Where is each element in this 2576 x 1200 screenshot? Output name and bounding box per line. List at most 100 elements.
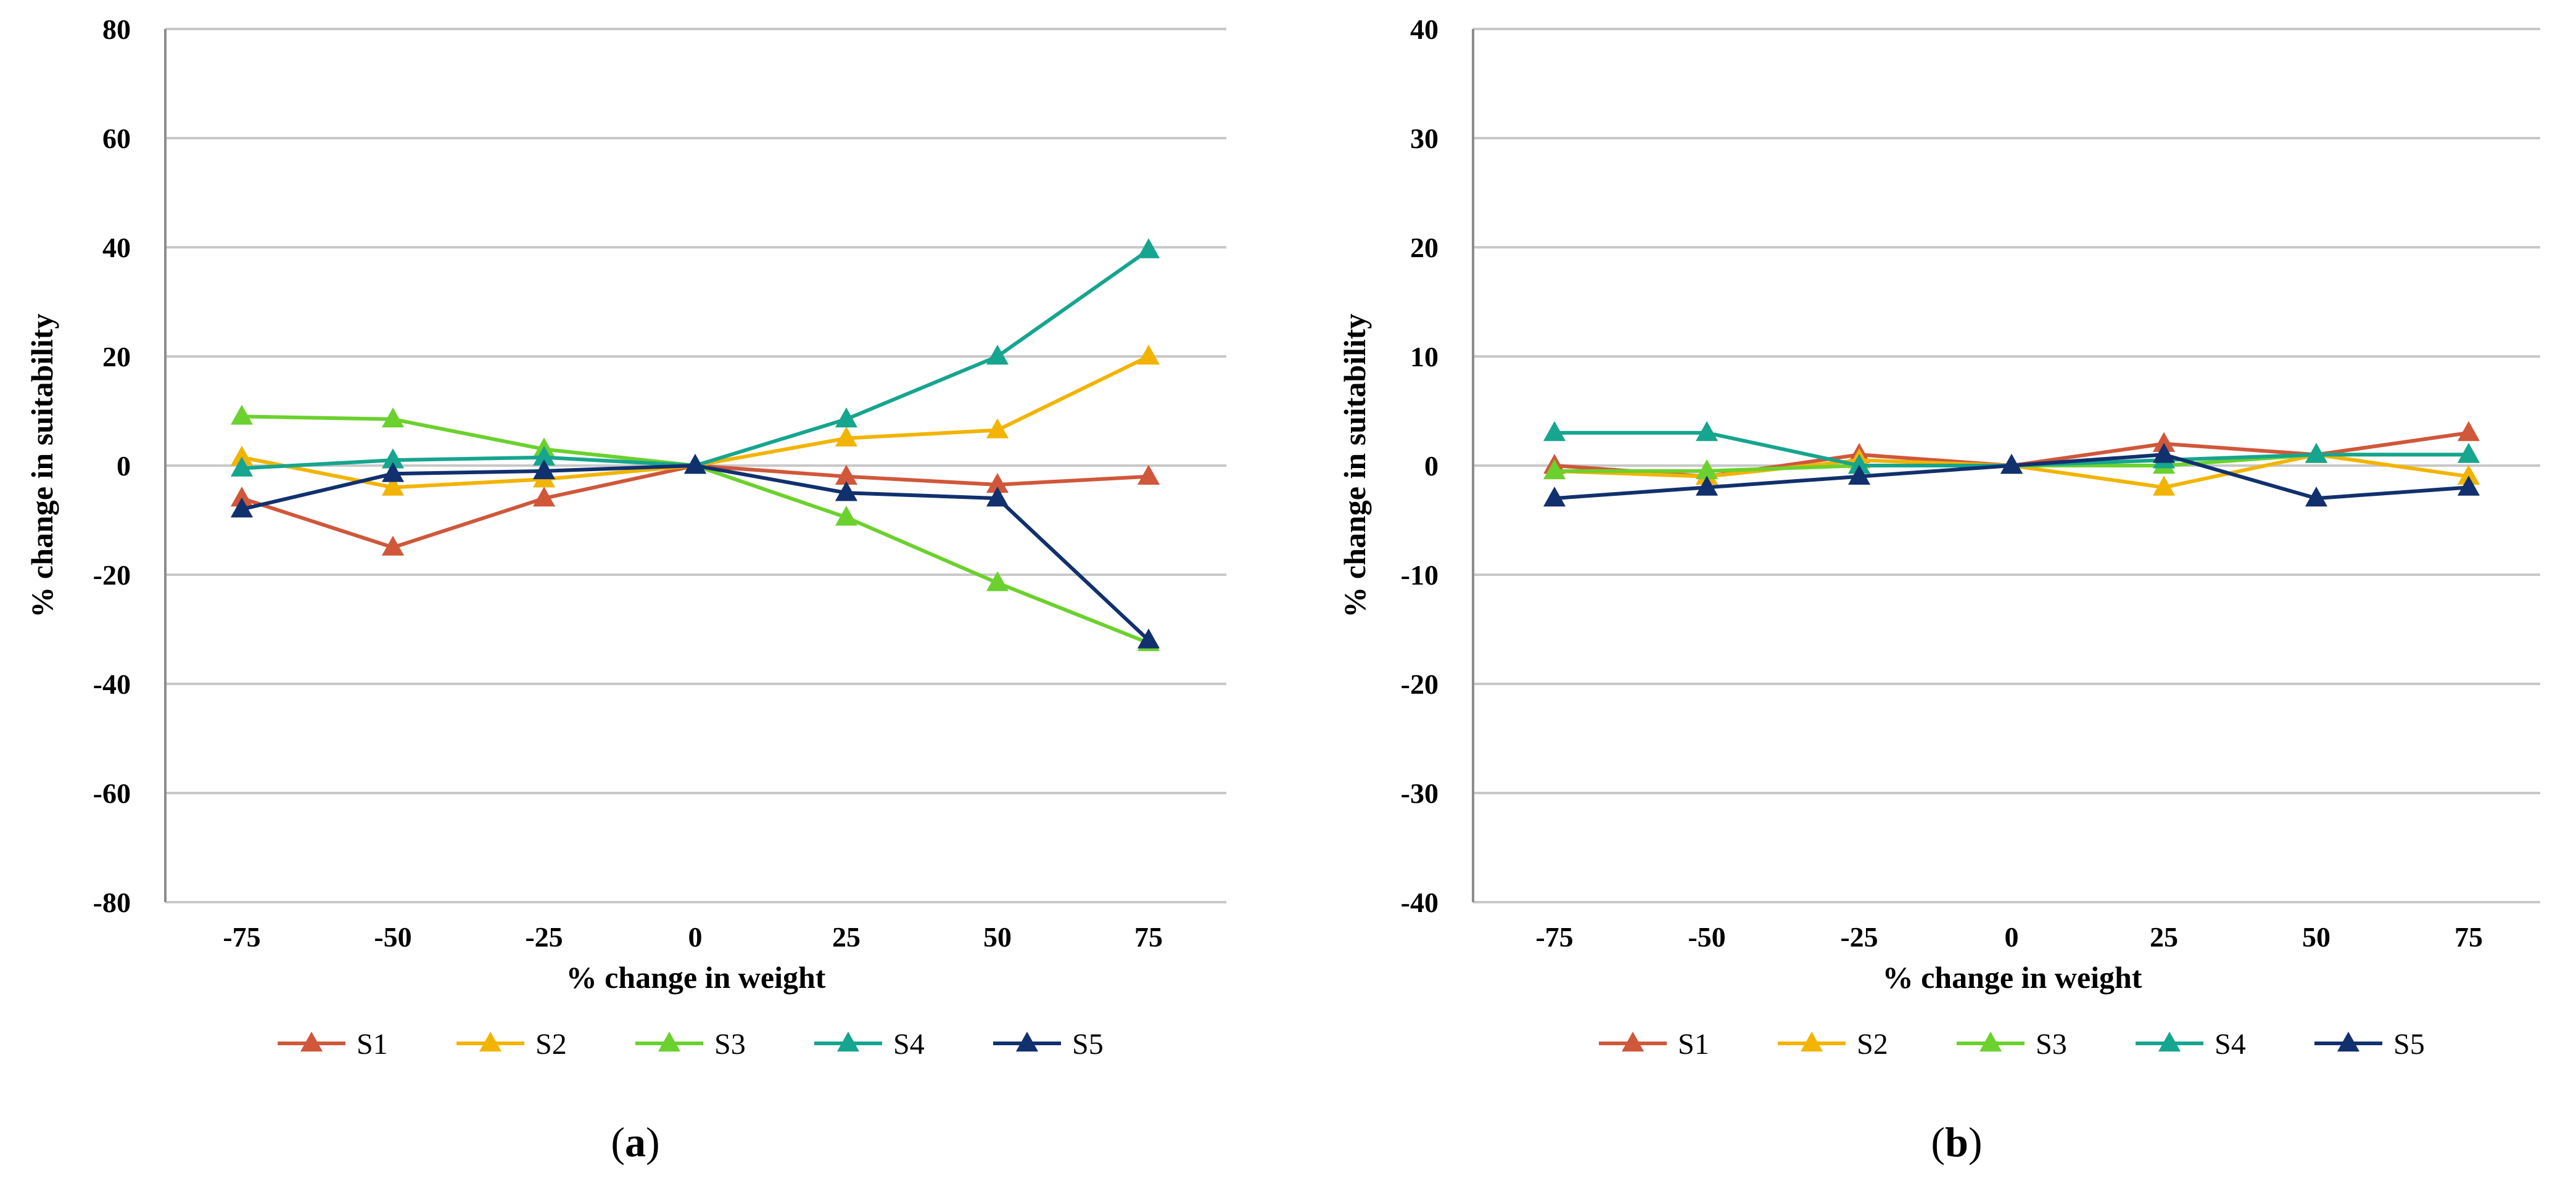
x-tick-label: 0	[2005, 921, 2019, 953]
data-point-s3	[230, 405, 254, 425]
x-tick-label: 0	[688, 921, 703, 953]
legend-label: S4	[893, 1028, 925, 1061]
legend-item: S3	[1957, 1028, 2067, 1061]
legend-item: S2	[1778, 1028, 1888, 1061]
data-point-s2	[2152, 475, 2176, 496]
y-tick-label: 10	[1410, 341, 1439, 372]
legend-item: S4	[814, 1028, 925, 1061]
legend: S1 S2 S3 S4 S5	[278, 1028, 1104, 1061]
chart-panel-b: 40 30 20 10 0 -10 -20 -30 -40 -75 -50 -25 0 25 50 75 % c…	[1337, 14, 2540, 1165]
data-point-s3	[1695, 459, 1719, 480]
legend-label: S4	[2215, 1028, 2246, 1061]
x-tick-label: -75	[1535, 921, 1573, 953]
data-point-s1	[2457, 421, 2480, 442]
data-point-s4	[1543, 421, 1566, 442]
legend: S1 S2 S3 S4 S5	[1599, 1028, 2425, 1061]
legend-marker	[479, 1032, 502, 1052]
legend-item: S1	[1599, 1028, 1709, 1061]
data-point-s1	[532, 487, 556, 507]
y-tick-label: 30	[1410, 123, 1439, 154]
y-tick-label: -30	[1401, 778, 1439, 809]
data-point-s5	[835, 481, 858, 501]
x-tick-label: 50	[2302, 921, 2330, 953]
x-tick-label: -25	[525, 921, 563, 953]
data-point-s5	[532, 459, 556, 480]
data-point-s5	[230, 497, 254, 518]
legend-marker	[1800, 1032, 1823, 1052]
data-point-s4	[2305, 443, 2328, 463]
data-point-s5	[1695, 475, 1719, 496]
y-tick-label: 0	[117, 450, 131, 482]
panel-label-letter: b	[1945, 1119, 1968, 1165]
data-point-s3	[835, 506, 858, 526]
series-line-s5	[241, 464, 1150, 642]
legend-marker	[658, 1032, 681, 1052]
series-s3	[230, 405, 1160, 651]
panel-label: (a)	[611, 1119, 659, 1165]
x-tick-label: 75	[2454, 921, 2483, 953]
x-axis-title: % change in weight	[1883, 960, 2142, 995]
legend-marker	[1015, 1032, 1039, 1052]
x-tick-label: -75	[223, 921, 260, 953]
legend-item: S3	[635, 1028, 746, 1061]
legend-label: S2	[535, 1028, 567, 1061]
legend-label: S1	[357, 1028, 388, 1061]
data-point-s1	[2152, 432, 2176, 452]
x-axis-title: % change in weight	[566, 960, 826, 995]
panel-label: (b)	[1931, 1119, 1982, 1165]
data-point-s5	[2152, 443, 2176, 463]
y-tick-label: -60	[93, 778, 131, 809]
legend-marker	[1979, 1032, 2002, 1052]
x-tick-label: -25	[1840, 921, 1878, 953]
y-tick-label: 20	[1410, 232, 1439, 263]
panel-label-open: (	[1931, 1119, 1945, 1165]
data-point-s2	[230, 445, 254, 466]
data-point-s1	[1137, 464, 1160, 485]
legend-item: S5	[993, 1028, 1104, 1061]
legend-item: S4	[2136, 1028, 2246, 1061]
data-point-s5	[2000, 454, 2023, 474]
data-point-s3	[986, 571, 1009, 591]
x-tick-label: -50	[374, 921, 411, 953]
legend-label: S5	[2393, 1028, 2425, 1061]
y-tick-label: -80	[93, 887, 131, 918]
y-tick-label: 0	[1424, 450, 1439, 482]
panel-label-open: (	[611, 1119, 625, 1165]
data-point-s3	[1543, 459, 1566, 480]
data-point-s2	[1137, 345, 1160, 365]
data-point-s1	[986, 472, 1009, 493]
data-point-s2	[2457, 464, 2480, 485]
x-tick-label: 50	[983, 921, 1012, 953]
data-point-s2	[835, 426, 858, 447]
data-point-s4	[835, 407, 858, 428]
x-tick-label: 25	[2150, 921, 2178, 953]
series-line-s4	[241, 248, 1150, 471]
y-tick-label: -40	[1401, 887, 1439, 918]
data-point-s4	[986, 345, 1009, 365]
legend-marker	[2158, 1032, 2181, 1052]
data-point-s4	[532, 445, 556, 466]
data-point-s5	[986, 487, 1009, 507]
panel-label-close: )	[646, 1119, 660, 1165]
y-tick-label: -10	[1401, 559, 1439, 591]
data-point-s1	[230, 487, 254, 507]
legend-label: S3	[714, 1028, 746, 1061]
y-axis-title: % change in suitability	[25, 313, 59, 617]
legend-item: S2	[456, 1028, 567, 1061]
x-tick-label: -50	[1688, 921, 1725, 953]
legend-label: S5	[1072, 1028, 1104, 1061]
data-point-s2	[381, 475, 405, 496]
data-point-s5	[2457, 475, 2480, 496]
data-point-s5	[381, 462, 405, 482]
data-point-s4	[2457, 443, 2480, 463]
y-tick-label: 20	[102, 341, 131, 372]
legend-item: S5	[2314, 1028, 2425, 1061]
series-s5	[230, 454, 1160, 649]
y-tick-label: 60	[102, 123, 131, 154]
data-point-s4	[1137, 238, 1160, 258]
data-point-s1	[835, 464, 858, 485]
chart-panel-a: 80 60 40 20 0 -20 -40 -60 -80 -75 -50 -25 0 25 50 75 % c…	[25, 14, 1226, 1165]
y-tick-label: 80	[102, 14, 131, 45]
x-tick-label: 75	[1134, 921, 1163, 953]
y-tick-label: -40	[93, 668, 131, 700]
